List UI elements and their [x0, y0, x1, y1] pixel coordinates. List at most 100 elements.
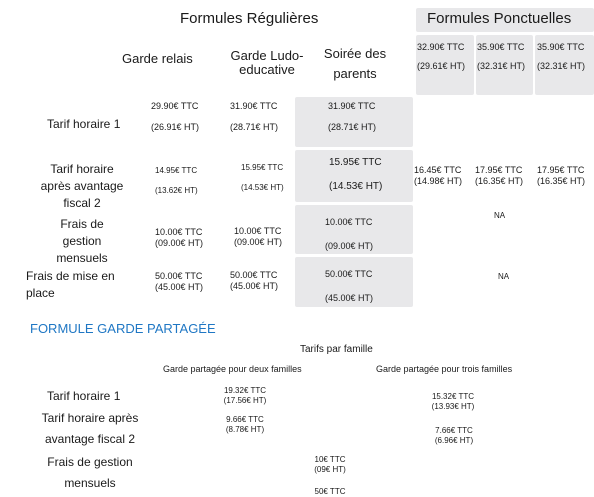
row1-ludo-ht: (28.71€ HT) — [230, 122, 279, 132]
shared-col-two-header: Garde partagée pour deux familles — [163, 364, 302, 374]
punctual-col1-header — [416, 35, 474, 95]
soiree-cell-row1 — [295, 97, 413, 147]
shared-row2-two-value: 9.66€ TTC (8.78€ HT) — [212, 415, 278, 435]
row2-p2-ht: (16.35€ HT) — [475, 176, 524, 186]
row-frais-mise-label: Frais de mise en place — [26, 268, 115, 302]
col-header-soiree: Soirée des parents — [310, 45, 400, 82]
row2-punctual1-value: 16.45€ TTC (14.98€ HT) — [414, 165, 462, 187]
shared-r1-two-ttc: 19.32€ TTC — [223, 386, 267, 395]
row4-ludo-ttc: 50.00€ TTC — [230, 270, 278, 280]
shared-r2-two-ttc: 9.66€ TTC — [226, 415, 264, 424]
row-tarif-horaire-label: Tarif horaire 1 — [47, 117, 121, 131]
row2-relais-ttc: 14.95€ TTC — [155, 166, 198, 175]
shared-r2-label-line1: Tarif horaire après — [41, 411, 139, 425]
shared-r1-two-ht: (17.56€ HT) — [223, 396, 267, 405]
row4-soiree-ttc: 50.00€ TTC — [325, 269, 373, 279]
shared-col-three-header: Garde partagée pour trois familles — [376, 364, 513, 374]
col-header-ludo-line2: educative — [239, 62, 295, 77]
row4-ludo-ht: (45.00€ HT) — [230, 281, 279, 291]
row4-relais-value: 50.00€ TTC (45.00€ HT) — [155, 271, 203, 293]
punctual-col3-header — [535, 35, 594, 95]
col-header-soiree-line2: parents — [333, 66, 377, 81]
row2-punctual3-value: 17.95€ TTC (16.35€ HT) — [537, 165, 585, 187]
row2-ludo-ht: (14.53€ HT) — [241, 183, 284, 192]
punctual-col2-ht: (32.31€ HT) — [477, 61, 526, 71]
col-header-ludo-line1: Garde Ludo- — [230, 48, 304, 63]
row3-relais-ttc: 10.00€ TTC — [155, 227, 203, 237]
row1-ludo-value: 31.90€ TTC (28.71€ HT) — [230, 101, 278, 133]
row3-label-line1: Frais de — [60, 217, 104, 231]
shared-r2-two-ht: (8.78€ HT) — [225, 425, 265, 434]
row1-ludo-ttc: 31.90€ TTC — [230, 101, 278, 111]
row1-soiree-ttc: 31.90€ TTC — [328, 101, 376, 111]
shared-r2-three-ht: (6.96€ HT) — [434, 436, 474, 445]
shared-r3-ht: (09€ HT) — [314, 465, 346, 474]
row4-relais-ttc: 50.00€ TTC — [155, 271, 203, 281]
row-tarif-avantage-label: Tarif horaire après avantage fiscal 2 — [30, 161, 134, 212]
shared-row4-value: 50€ TTC — [314, 487, 346, 496]
row3-punctual-na: NA — [494, 211, 506, 220]
shared-r3-label-line2: mensuels — [64, 476, 116, 490]
row2-label-line1: Tarif horaire — [50, 162, 114, 176]
regular-formulas-header: Formules Régulières — [180, 10, 319, 27]
row4-ludo-value: 50.00€ TTC (45.00€ HT) — [230, 270, 278, 292]
row2-ludo-ttc: 15.95€ TTC — [241, 163, 284, 172]
row1-relais-ttc: 29.90€ TTC — [151, 101, 199, 111]
shared-subtitle: Tarifs par famille — [300, 344, 373, 355]
row4-label-line2: place — [26, 286, 55, 300]
row1-soiree-ht: (28.71€ HT) — [328, 122, 377, 132]
row1-soiree-value: 31.90€ TTC (28.71€ HT) — [328, 101, 376, 133]
col-header-soiree-line1: Soirée des — [323, 46, 387, 61]
row4-relais-ht: (45.00€ HT) — [155, 282, 204, 292]
row2-ludo-value: 15.95€ TTC (14.53€ HT) — [241, 163, 284, 193]
punctual-col3-price: 35.90€ TTC (32.31€ HT) — [537, 42, 585, 72]
punctual-col1-price: 32.90€ TTC (29.61€ HT) — [417, 42, 465, 72]
col-header-garde-relais: Garde relais — [122, 51, 193, 66]
punctual-header-bg — [416, 8, 594, 32]
shared-row1-three-value: 15.32€ TTC (13.93€ HT) — [418, 392, 488, 412]
shared-r3-label-line1: Frais de gestion — [47, 455, 133, 469]
row4-soiree-value: 50.00€ TTC (45.00€ HT) — [325, 269, 373, 304]
row2-p3-ttc: 17.95€ TTC — [537, 165, 585, 175]
shared-r2-three-ttc: 7.66€ TTC — [435, 426, 473, 435]
punctual-col3-ht: (32.31€ HT) — [537, 61, 586, 71]
row4-label-line1: Frais de mise en — [26, 269, 115, 283]
row4-soiree-ht: (45.00€ HT) — [325, 293, 374, 303]
shared-r2-label-line2: avantage fiscal 2 — [44, 432, 136, 446]
row3-ludo-ttc: 10.00€ TTC — [234, 226, 282, 236]
row2-soiree-ht: (14.53€ HT) — [329, 181, 383, 192]
shared-row2-three-value: 7.66€ TTC (6.96€ HT) — [421, 426, 487, 446]
row4-punctual-na: NA — [498, 272, 510, 281]
shared-r1-three-ht: (13.93€ HT) — [431, 402, 475, 411]
row2-soiree-ttc: 15.95€ TTC — [329, 157, 382, 168]
row2-label-line2: après avantage — [40, 179, 124, 193]
row3-soiree-ht: (09.00€ HT) — [325, 241, 374, 251]
shared-row1-two-value: 19.32€ TTC (17.56€ HT) — [210, 386, 280, 406]
punctual-col2-header — [476, 35, 533, 95]
punctual-formulas-header: Formules Ponctuelles — [427, 10, 572, 27]
punctual-col1-ttc: 32.90€ TTC — [417, 42, 465, 52]
col-header-garde-ludo: Garde Ludo- educative — [222, 47, 312, 78]
row3-ludo-ht: (09.00€ HT) — [234, 237, 283, 247]
row2-p1-ttc: 16.45€ TTC — [414, 165, 462, 175]
soiree-cell-row4 — [295, 257, 413, 307]
soiree-cell-row3 — [295, 205, 413, 254]
row3-label-line2: gestion — [62, 234, 102, 248]
shared-row3-value: 10€ TTC (09€ HT) — [300, 455, 360, 475]
shared-r3-ttc: 10€ TTC — [314, 455, 346, 464]
row3-ludo-value: 10.00€ TTC (09.00€ HT) — [234, 226, 282, 248]
row3-soiree-ttc: 10.00€ TTC — [325, 217, 373, 227]
row2-p2-ttc: 17.95€ TTC — [475, 165, 523, 175]
punctual-col1-ht: (29.61€ HT) — [417, 61, 466, 71]
row-frais-gestion-label: Frais de gestion mensuels — [30, 216, 134, 267]
shared-row3-label: Frais de gestion mensuels — [30, 454, 150, 492]
row3-label-line3: mensuels — [56, 251, 108, 265]
shared-section-title: FORMULE GARDE PARTAGÉE — [30, 321, 216, 336]
row2-relais-ht: (13.62€ HT) — [155, 186, 198, 195]
row2-p3-ht: (16.35€ HT) — [537, 176, 586, 186]
row2-punctual2-value: 17.95€ TTC (16.35€ HT) — [475, 165, 523, 187]
shared-r1-three-ttc: 15.32€ TTC — [431, 392, 475, 401]
row1-relais-value: 29.90€ TTC (26.91€ HT) — [151, 101, 199, 133]
shared-row1-label: Tarif horaire 1 — [47, 389, 121, 403]
row2-relais-value: 14.95€ TTC (13.62€ HT) — [155, 166, 198, 196]
